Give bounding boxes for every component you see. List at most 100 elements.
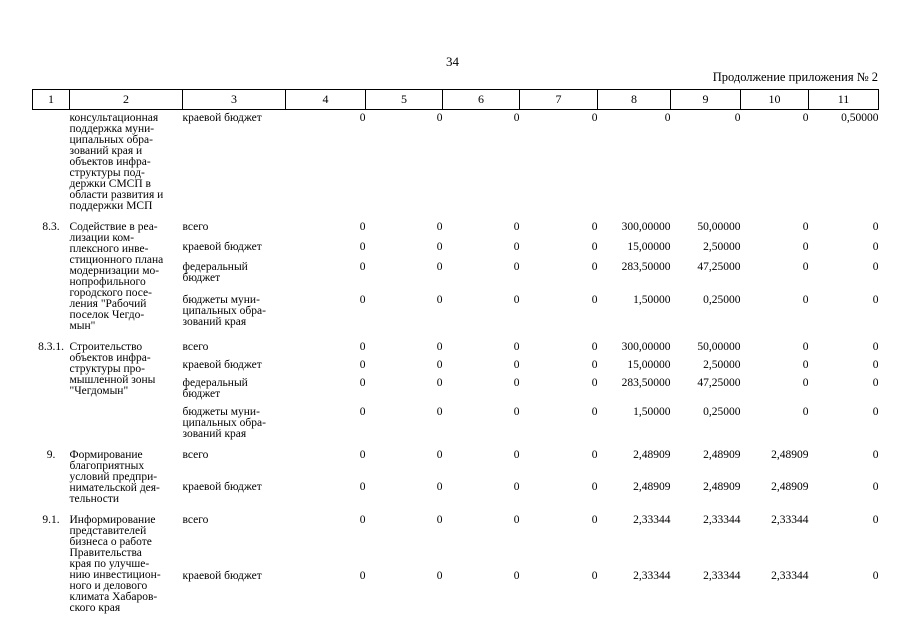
value-cell: 2,33344 [633, 514, 671, 526]
value-cell: 0 [591, 241, 598, 254]
value-cell: 0 [802, 261, 809, 274]
value-cell: 1,50000 [633, 406, 671, 418]
budget-type-cell: федеральный бюджет [182, 377, 248, 400]
value-cell: 0 [591, 261, 598, 274]
column-number-cell: 7 [519, 89, 598, 110]
value-cell: 0 [436, 241, 443, 254]
budget-type-cell: всего [182, 449, 209, 461]
table-row: 8.3. Содействие в реа- лизации ком- плекс… [33, 219, 879, 332]
value-cell: 2,48909 [703, 449, 741, 461]
value-cell: 0 [802, 241, 809, 254]
value-cell: 0 [359, 449, 366, 461]
value-cell: 2,33344 [703, 569, 741, 582]
value-cell: 2,33344 [771, 569, 809, 582]
value-cell: 0 [591, 481, 598, 493]
budget-type-cell: бюджеты муни- ципальных обра- зований кр… [182, 293, 266, 328]
column-number-cell: 8 [597, 89, 671, 110]
value-cell: 300,00000 [621, 341, 671, 353]
value-cell: 0 [359, 221, 366, 233]
budget-type-cell: всего [182, 341, 209, 353]
budget-type-cell: всего [182, 514, 209, 526]
table-row: 9. Формирование благоприятных условий пре… [33, 447, 879, 505]
value-cell: 0 [436, 449, 443, 461]
value-cell: 0 [359, 569, 366, 582]
value-cell: 2,48909 [771, 481, 809, 493]
value-cell: 47,25000 [697, 261, 741, 274]
row-number-cell: 8.3. [42, 221, 60, 233]
value-cell: 50,00000 [697, 221, 741, 233]
column-number-cell: 1 [32, 89, 70, 110]
value-cell: 0 [436, 261, 443, 274]
value-cell: 0 [513, 261, 520, 274]
value-cell: 0 [513, 377, 520, 389]
column-number-cell: 11 [808, 89, 879, 110]
value-cell: 0 [513, 341, 520, 353]
table-row: 9.1. Информирование представителей бизнес… [33, 512, 878, 614]
row-number-cell [33, 110, 70, 220]
value-cell: 0 [872, 481, 879, 493]
budget-type-cell: краевой бюджет [182, 359, 262, 371]
continuation-label: Продолжение приложения № 2 [712, 70, 878, 84]
budget-type-cell: федеральный бюджет [182, 261, 248, 285]
value-cell: 0 [436, 112, 443, 124]
value-cell: 2,33344 [703, 514, 741, 526]
table-row: федеральный бюджет 0 0 0 0 283,50000 47,25000 0… [33, 262, 879, 294]
value-cell: 0 [513, 221, 520, 233]
value-cell: 0,25000 [703, 406, 741, 418]
value-cell: 0 [359, 481, 366, 493]
value-cell: 0 [513, 449, 520, 461]
appendix-table: 1 2 3 4 5 6 7 8 9 10 11 консультационная поддержка… [32, 89, 879, 621]
table-row: консультационная поддержка муни- ципальн… [33, 110, 879, 220]
value-cell: 0 [513, 514, 520, 526]
budget-type-cell: краевой бюджет [182, 112, 262, 124]
value-cell: 0 [513, 481, 520, 493]
value-cell: 0 [359, 341, 366, 353]
value-cell: 0 [872, 261, 879, 274]
value-cell: 0 [591, 341, 598, 353]
value-cell: 0 [591, 377, 598, 389]
value-cell: 0 [591, 112, 598, 124]
page-number: 34 [446, 54, 459, 69]
value-cell: 0 [513, 359, 520, 371]
activity-title-cell: консультационная поддержка муни- ципальн… [69, 112, 164, 212]
activity-title-cell: Содействие в реа- лизации ком- плексного… [69, 221, 164, 332]
value-cell: 0 [436, 359, 443, 371]
activity-title-cell: Информирование представителей бизнеса о … [69, 514, 161, 614]
value-cell: 0 [359, 359, 366, 371]
value-cell: 0 [872, 293, 879, 306]
value-cell: 0 [436, 481, 443, 493]
value-cell: 0 [664, 112, 671, 124]
value-cell: 0 [872, 569, 879, 582]
budget-type-cell: бюджеты муни- ципальных обра- зований кр… [182, 406, 266, 440]
value-cell: 2,48909 [703, 481, 741, 493]
value-cell: 0 [872, 221, 879, 233]
table-row: краевой бюджет 0 0 0 0 15,00000 2,50000 0 0 [33, 359, 879, 378]
column-number-cell: 2 [69, 89, 183, 110]
value-cell: 0 [591, 569, 598, 582]
value-cell: 0 [802, 406, 809, 418]
value-cell: 0 [359, 241, 366, 254]
table-row: бюджеты муни- ципальных обра- зований кр… [33, 293, 879, 339]
table-row: бюджеты муни- ципальных обра- зований кр… [33, 406, 879, 447]
value-cell: 50,00000 [697, 341, 741, 353]
column-number-cell: 10 [740, 89, 809, 110]
value-cell: 0 [802, 377, 809, 389]
value-cell: 2,50000 [703, 241, 741, 254]
value-cell: 0 [436, 514, 443, 526]
value-cell: 2,33344 [633, 569, 671, 582]
value-cell: 0 [359, 293, 366, 306]
value-cell: 283,50000 [621, 261, 671, 274]
value-cell: 0 [359, 377, 366, 389]
value-cell: 0 [591, 221, 598, 233]
row-number-cell: 9. [46, 449, 56, 461]
value-cell: 0 [591, 406, 598, 418]
value-cell: 2,48909 [633, 481, 671, 493]
value-cell: 0 [872, 406, 879, 418]
value-cell: 47,25000 [697, 377, 741, 389]
value-cell: 0 [359, 514, 366, 526]
value-cell: 0 [436, 293, 443, 306]
value-cell: 0 [591, 449, 598, 461]
value-cell: 0 [802, 359, 809, 371]
value-cell: 2,48909 [771, 449, 809, 461]
value-cell: 0 [802, 112, 809, 124]
